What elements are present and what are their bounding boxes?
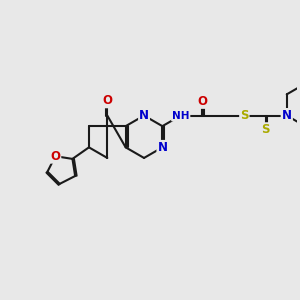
Text: O: O bbox=[102, 94, 112, 107]
Text: N: N bbox=[282, 109, 292, 122]
Text: S: S bbox=[240, 109, 249, 122]
Text: O: O bbox=[197, 95, 207, 108]
Text: NH: NH bbox=[172, 111, 190, 121]
Text: N: N bbox=[282, 109, 292, 122]
Text: N: N bbox=[139, 109, 149, 122]
Text: S: S bbox=[261, 123, 270, 136]
Text: N: N bbox=[158, 141, 167, 154]
Text: O: O bbox=[50, 150, 60, 163]
